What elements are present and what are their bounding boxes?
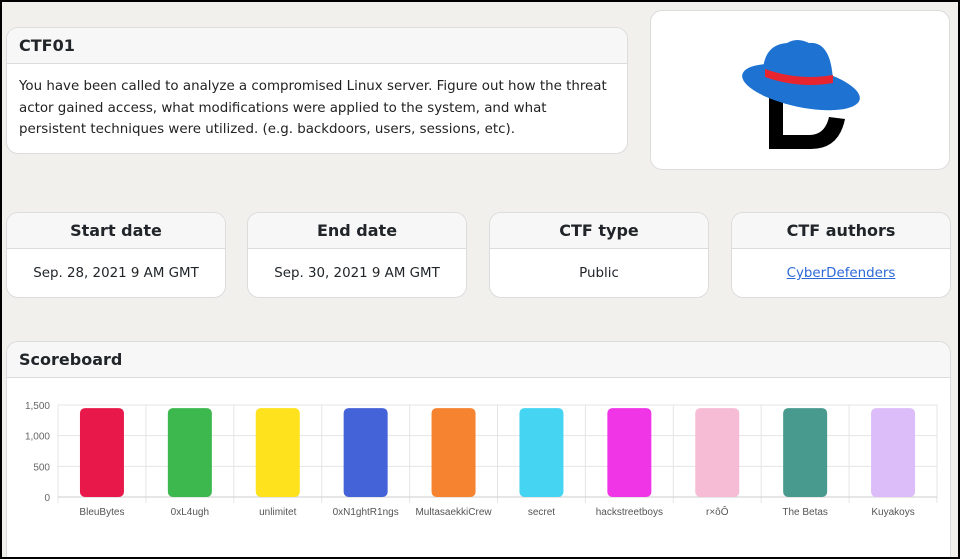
x-tick-label: hackstreetboys [596, 507, 663, 518]
scoreboard-title: Scoreboard [7, 342, 950, 378]
bar-2 [255, 408, 300, 497]
ctf-authors-body: CyberDefenders [732, 249, 950, 297]
scoreboard-card: Scoreboard 0 500 1,000 1,500 BleuBytes 0xL4ug… [6, 341, 951, 559]
x-tick-label: 0xL4ugh [171, 507, 209, 518]
bar-9 [871, 408, 916, 497]
bar-0 [79, 408, 124, 497]
y-tick-label: 0 [44, 493, 50, 504]
ctf-authors-card: CTF authors CyberDefenders [731, 212, 951, 298]
ctf-authors-label: CTF authors [732, 213, 950, 249]
y-tick-label: 1,500 [25, 401, 50, 412]
start-date-value: Sep. 28, 2021 9 AM GMT [33, 266, 199, 281]
bar-5 [519, 408, 564, 497]
ctf-description-card: CTF01 You have been called to analyze a … [6, 27, 628, 154]
bar-6 [607, 408, 652, 497]
x-tick-label: The Betas [782, 507, 828, 518]
end-date-value: Sep. 30, 2021 9 AM GMT [274, 266, 440, 281]
y-tick-label: 500 [33, 462, 50, 473]
x-tick-label: r×ôÔ [706, 505, 729, 518]
bar-4 [431, 408, 476, 497]
ctf-logo-card [650, 10, 950, 170]
bar-7 [695, 408, 740, 497]
ctf-type-label: CTF type [490, 213, 708, 249]
bar-1 [167, 408, 212, 497]
bar-3 [343, 408, 388, 497]
x-tick-label: secret [528, 507, 555, 518]
end-date-label: End date [248, 213, 466, 249]
bar-8 [783, 408, 828, 497]
x-tick-label: Kuyakoys [871, 507, 914, 518]
red-hat-defender-logo-icon [742, 40, 860, 149]
x-tick-label: 0xN1ghtR1ngs [333, 507, 399, 518]
scoreboard-chart: 0 500 1,000 1,500 BleuBytes 0xL4ugh unlimitet 0… [25, 401, 938, 518]
x-tick-label: BleuBytes [79, 507, 124, 518]
ctf-title: CTF01 [7, 28, 627, 64]
end-date-card: End date Sep. 30, 2021 9 AM GMT [247, 212, 467, 298]
y-tick-label: 1,000 [25, 432, 50, 443]
ctf-description: You have been called to analyze a compro… [19, 79, 607, 137]
ctf-type-value: Public [579, 266, 619, 281]
ctf-author-link[interactable]: CyberDefenders [786, 266, 896, 281]
ctf-type-card: CTF type Public [489, 212, 709, 298]
start-date-label: Start date [7, 213, 225, 249]
start-date-card: Start date Sep. 28, 2021 9 AM GMT [6, 212, 226, 298]
x-tick-label: unlimitet [259, 507, 296, 518]
x-tick-label: MultasaekkiCrew [415, 507, 492, 518]
